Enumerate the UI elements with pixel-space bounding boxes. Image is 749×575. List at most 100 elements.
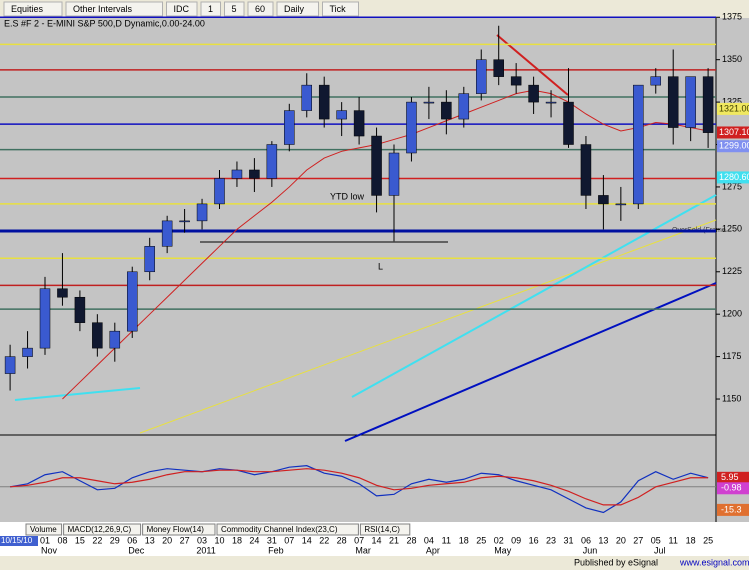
toolbar-label[interactable]: IDC xyxy=(174,4,190,14)
tab[interactable] xyxy=(216,523,359,536)
y-tick-label: 1200 xyxy=(722,309,742,319)
x-tick-label: 06 xyxy=(127,535,137,545)
y-tick-label: 1250 xyxy=(722,224,742,234)
axis-bg xyxy=(716,18,749,522)
candle-body xyxy=(92,322,103,349)
x-tick-label: 18 xyxy=(232,535,242,545)
candle-body xyxy=(144,246,155,273)
x-month-label: Jun xyxy=(583,545,598,555)
x-tick-label: 10 xyxy=(214,535,224,545)
candle-body xyxy=(667,76,679,128)
candle-body xyxy=(179,220,190,223)
x-month-label: Nov xyxy=(41,545,58,555)
toolbar-label[interactable]: Tick xyxy=(330,4,347,14)
macd-line xyxy=(9,465,709,514)
candle-body xyxy=(528,84,539,103)
tab-label[interactable]: Volume xyxy=(30,525,57,534)
candle-body xyxy=(388,152,400,196)
candle-body xyxy=(685,76,696,128)
candle-body xyxy=(598,195,609,205)
x-tick-label: 24 xyxy=(249,535,259,545)
start-label: 10/15/10 xyxy=(1,536,33,545)
candle-body xyxy=(441,101,452,120)
tab[interactable] xyxy=(25,523,63,536)
signal-line xyxy=(10,468,709,506)
toolbar-label[interactable]: 1 xyxy=(208,4,213,14)
candle-body xyxy=(510,76,522,86)
toolbar-button[interactable] xyxy=(322,1,359,17)
candle-body xyxy=(353,110,365,137)
candle-body xyxy=(161,220,173,247)
toolbar-button[interactable] xyxy=(247,1,274,17)
candle-body xyxy=(580,144,592,196)
tab-label[interactable]: RSI(14,C) xyxy=(364,525,400,534)
tab[interactable] xyxy=(359,523,411,536)
tab-label[interactable]: MACD(12,26,9,C) xyxy=(68,525,132,534)
x-tick-label: 27 xyxy=(633,535,643,545)
macd-label-bg xyxy=(717,503,749,516)
y-tick-label: 1175 xyxy=(722,351,741,361)
macd-label: 5.95 xyxy=(721,472,739,482)
candle-body xyxy=(301,84,312,111)
toolbar-button[interactable] xyxy=(3,1,63,17)
y-tick-label: 1325 xyxy=(722,96,742,106)
toolbar-label[interactable]: Daily xyxy=(284,4,305,14)
x-tick-label: 08 xyxy=(57,535,67,545)
footer-publisher: Published by eSignal xyxy=(574,557,658,567)
tab-label[interactable]: Commodity Channel Index(23,C) xyxy=(221,525,338,534)
candle-body xyxy=(109,330,121,349)
price-label-bg xyxy=(717,102,749,115)
start-label-bg xyxy=(0,536,38,546)
candle-body xyxy=(249,169,260,179)
x-tick-label: 22 xyxy=(319,535,329,545)
x-tick-label: 07 xyxy=(354,535,364,545)
candle-body xyxy=(458,93,470,120)
x-tick-label: 13 xyxy=(145,535,155,545)
moving-average xyxy=(62,89,709,400)
tab-label[interactable]: Money Flow(14) xyxy=(147,525,205,534)
chart-title: E.S #F 2 - E-MINI S&P 500,D Dynamic,0.00… xyxy=(4,18,205,28)
x-tick-label: 07 xyxy=(284,535,294,545)
trend-line xyxy=(139,219,717,434)
trend-line xyxy=(14,387,141,401)
candle-body xyxy=(336,110,347,120)
x-tick-label: 05 xyxy=(651,535,661,545)
candle-body xyxy=(196,203,208,222)
toolbar-button[interactable] xyxy=(166,1,198,17)
candle-body xyxy=(266,144,278,179)
tab[interactable] xyxy=(63,523,142,536)
candle-body xyxy=(615,203,627,206)
toolbar-button[interactable] xyxy=(65,1,163,17)
toolbar-label[interactable]: Equities xyxy=(11,4,44,14)
x-tick-label: 15 xyxy=(75,535,85,545)
y-tick-label: 1350 xyxy=(722,54,742,64)
price-label-bg xyxy=(717,140,749,153)
macd-label: -0.98 xyxy=(721,483,742,493)
x-tick-label: 28 xyxy=(406,535,416,545)
x-tick-label: 21 xyxy=(389,535,399,545)
candle-body xyxy=(74,296,86,323)
x-tick-label: 02 xyxy=(494,535,504,545)
toolbar-label[interactable]: 5 xyxy=(232,4,237,14)
annotation: L xyxy=(378,261,383,271)
tab[interactable] xyxy=(142,523,216,536)
x-tick-label: 11 xyxy=(442,535,451,545)
toolbar-button[interactable] xyxy=(200,1,221,17)
x-month-label: May xyxy=(494,545,512,555)
price-label: 1307.10 xyxy=(719,127,749,137)
price-label: 1299.00 xyxy=(719,141,749,151)
candle-body xyxy=(650,76,661,86)
x-month-label: Jul xyxy=(654,545,666,555)
x-tick-label: 27 xyxy=(180,535,190,545)
macd-label-bg xyxy=(717,482,749,495)
toolbar-label[interactable]: 60 xyxy=(255,4,265,14)
candle-body xyxy=(476,59,487,94)
annotation: YTD low xyxy=(330,191,365,201)
x-tick-label: 09 xyxy=(511,535,521,545)
toolbar-button[interactable] xyxy=(276,1,319,17)
x-tick-label: 23 xyxy=(546,535,556,545)
y-tick-label: 1375 xyxy=(722,12,742,22)
toolbar-label[interactable]: Other Intervals xyxy=(73,4,133,14)
toolbar-button[interactable] xyxy=(224,1,245,17)
x-tick-label: 20 xyxy=(616,535,626,545)
